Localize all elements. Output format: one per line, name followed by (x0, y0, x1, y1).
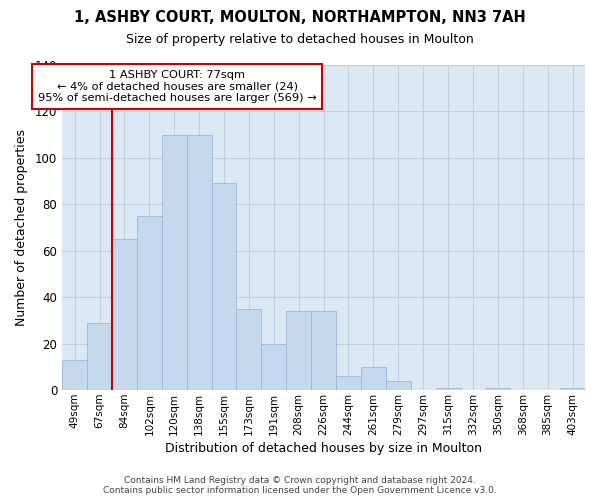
Y-axis label: Number of detached properties: Number of detached properties (15, 129, 28, 326)
Bar (162, 134, 187, 390)
Bar (187, 134, 212, 390)
Bar (262, 344, 286, 390)
Bar (485, 388, 511, 390)
Bar (560, 388, 585, 390)
Text: Contains HM Land Registry data © Crown copyright and database right 2024.
Contai: Contains HM Land Registry data © Crown c… (103, 476, 497, 495)
Bar (112, 239, 137, 390)
Bar (236, 309, 262, 390)
Text: 1, ASHBY COURT, MOULTON, NORTHAMPTON, NN3 7AH: 1, ASHBY COURT, MOULTON, NORTHAMPTON, NN… (74, 10, 526, 25)
Bar (137, 216, 162, 390)
Text: Size of property relative to detached houses in Moulton: Size of property relative to detached ho… (126, 32, 474, 46)
Bar (212, 184, 236, 390)
Bar (62, 360, 87, 390)
Bar (336, 376, 361, 390)
Bar (87, 323, 112, 390)
Text: 1 ASHBY COURT: 77sqm
← 4% of detached houses are smaller (24)
95% of semi-detach: 1 ASHBY COURT: 77sqm ← 4% of detached ho… (38, 70, 317, 103)
Bar (436, 388, 461, 390)
Bar (311, 311, 336, 390)
X-axis label: Distribution of detached houses by size in Moulton: Distribution of detached houses by size … (165, 442, 482, 455)
Bar (386, 381, 411, 390)
Bar (361, 367, 386, 390)
Bar (286, 311, 311, 390)
